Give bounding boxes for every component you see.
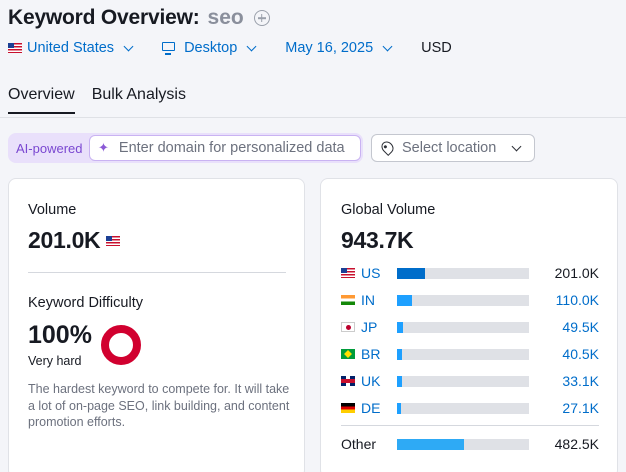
country-volume: 201.0K xyxy=(554,265,599,281)
global-volume-label: Global Volume xyxy=(341,202,436,218)
global-volume-value: 943.7K xyxy=(341,227,414,253)
country-code-link[interactable]: IN xyxy=(361,292,375,308)
device-label: Desktop xyxy=(184,40,238,56)
country-row-br: BR 40.5K xyxy=(341,346,599,362)
chevron-down-icon xyxy=(382,41,393,51)
other-bar-fill xyxy=(397,438,465,450)
sparkle-icon: ✦ xyxy=(98,140,109,155)
us-flag-icon xyxy=(8,43,22,53)
br-flag-icon xyxy=(341,349,355,359)
volume-difficulty-card: Volume 201.0K Keyword Difficulty 100% Ve… xyxy=(8,178,305,472)
country-bar-fill xyxy=(397,402,401,414)
keyword-text: seo xyxy=(207,6,244,29)
country-volume[interactable]: 33.1K xyxy=(562,373,599,389)
other-row: Other 482.5K xyxy=(341,436,599,452)
country-volume[interactable]: 27.1K xyxy=(562,400,599,416)
country-code-link[interactable]: JP xyxy=(361,319,378,335)
country-bar-fill xyxy=(397,348,403,360)
country-bar-fill xyxy=(397,294,413,306)
card-divider xyxy=(28,272,286,273)
kd-value: 100% xyxy=(28,321,92,349)
filter-bar: United States Desktop May 16, 2025 USD xyxy=(8,40,478,56)
kd-ring-icon xyxy=(101,325,141,365)
other-divider xyxy=(341,425,599,426)
desktop-icon xyxy=(162,42,176,55)
ai-powered-badge: AI-powered xyxy=(16,140,83,156)
country-bar-track xyxy=(397,267,529,279)
jp-flag-icon xyxy=(341,322,355,332)
other-volume: 482.5K xyxy=(554,436,599,452)
page-title: Keyword Overview: xyxy=(8,6,200,29)
domain-input-placeholder: Enter domain for personalized data xyxy=(118,140,345,156)
country-code-link[interactable]: UK xyxy=(361,373,381,389)
volume-value: 201.0K xyxy=(28,227,101,253)
ai-domain-box: AI-powered ✦ Enter domain for personaliz… xyxy=(8,133,363,163)
uk-flag-icon xyxy=(341,376,355,386)
country-dropdown[interactable]: United States xyxy=(8,40,136,56)
volume-value-row: 201.0K xyxy=(28,227,121,254)
location-placeholder: Select location xyxy=(402,140,497,156)
other-bar-track xyxy=(397,438,529,450)
domain-input[interactable]: ✦ Enter domain for personalized data xyxy=(89,135,361,161)
global-volume-card: Global Volume 943.7K US 201.0K IN 110.0K JP 4… xyxy=(320,178,618,472)
tab-bulk-analysis[interactable]: Bulk Analysis xyxy=(91,86,186,103)
kd-label: Keyword Difficulty xyxy=(28,295,143,311)
country-code-link[interactable]: DE xyxy=(361,400,381,416)
volume-label: Volume xyxy=(28,202,77,218)
country-bar-fill xyxy=(397,375,402,387)
kd-level: Very hard xyxy=(28,354,82,368)
de-flag-icon xyxy=(341,403,355,413)
country-volume[interactable]: 49.5K xyxy=(562,319,599,335)
country-volume[interactable]: 110.0K xyxy=(555,292,599,308)
location-pin-icon xyxy=(379,138,396,156)
country-row-in: IN 110.0K xyxy=(341,292,599,308)
country-row-de: DE 27.1K xyxy=(341,400,599,416)
add-circle-icon[interactable] xyxy=(253,10,270,26)
page-header: Keyword Overview: seo xyxy=(8,6,270,30)
country-bar-fill xyxy=(397,267,425,279)
us-flag-icon xyxy=(106,235,121,246)
chevron-down-icon xyxy=(511,141,522,151)
country-row-uk: UK 33.1K xyxy=(341,373,599,389)
currency-label: USD xyxy=(421,40,452,56)
chevron-down-icon xyxy=(246,41,257,51)
country-code-link[interactable]: US xyxy=(361,265,381,281)
country-row-jp: JP 49.5K xyxy=(341,319,599,335)
tab-overview[interactable]: Overview xyxy=(8,86,75,114)
country-bar-track xyxy=(397,402,529,414)
location-select[interactable]: Select location xyxy=(371,134,535,162)
chevron-down-icon xyxy=(123,41,134,51)
device-dropdown[interactable]: Desktop xyxy=(162,40,259,56)
country-bar-track xyxy=(397,321,529,333)
country-bar-track xyxy=(397,375,529,387)
country-bar-fill xyxy=(397,321,403,333)
country-label: United States xyxy=(27,40,115,56)
kd-description: The hardest keyword to compete for. It w… xyxy=(28,382,290,429)
tabs-divider xyxy=(0,117,626,118)
in-flag-icon xyxy=(341,295,355,305)
country-row-us: US 201.0K xyxy=(341,265,599,281)
us-flag-icon xyxy=(341,268,355,278)
country-volume[interactable]: 40.5K xyxy=(562,346,599,362)
date-dropdown[interactable]: May 16, 2025 xyxy=(285,40,395,56)
country-bar-track xyxy=(397,348,529,360)
country-bar-track xyxy=(397,294,529,306)
other-label: Other xyxy=(341,436,377,452)
date-label: May 16, 2025 xyxy=(285,40,374,56)
tab-bar: Overview Bulk Analysis xyxy=(8,86,186,114)
country-code-link[interactable]: BR xyxy=(361,346,381,362)
